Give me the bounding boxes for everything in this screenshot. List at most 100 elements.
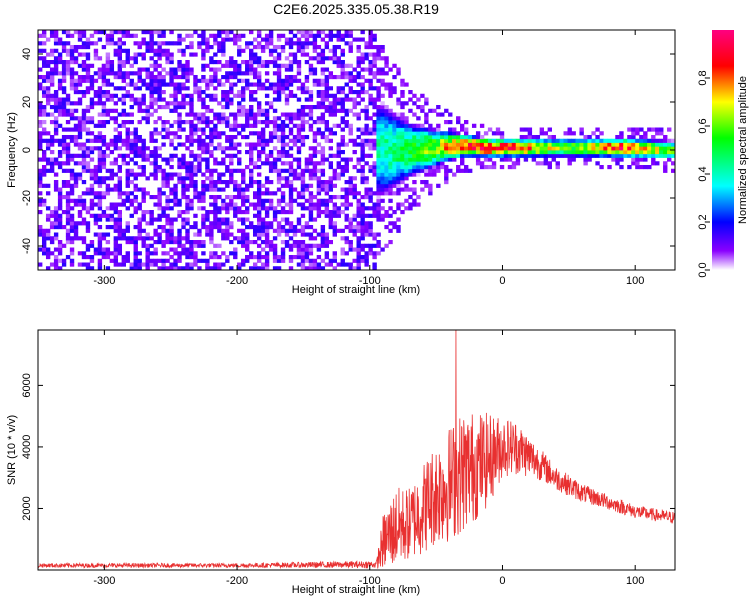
spectrogram-cell [149, 37, 154, 42]
spectrogram-cell [667, 127, 672, 132]
spectrogram-cell [169, 56, 174, 61]
spectrogram-cell [113, 243, 119, 248]
spectrogram-cell [201, 225, 206, 230]
spectrogram-cell [396, 112, 401, 117]
spectrogram-cell [404, 187, 409, 192]
spectrogram-cell [205, 262, 210, 267]
spectrogram-cell [81, 191, 87, 196]
spectrogram-cell [209, 135, 214, 140]
spectrogram-cell [280, 217, 286, 222]
spectrogram-cell [659, 146, 664, 151]
spectrogram-cell [384, 172, 389, 177]
spectrogram-cell [38, 41, 43, 46]
spectrogram-cell [316, 266, 322, 270]
spectrogram-cell [89, 82, 95, 87]
spectrogram-cell [53, 206, 59, 211]
spectrogram-cell [340, 105, 345, 110]
spectrogram-cell [85, 168, 91, 173]
spectrogram-cell [352, 37, 357, 42]
spectrogram-cell [69, 258, 75, 263]
spectrogram-cell [368, 30, 373, 35]
spectrogram-cell [296, 45, 302, 50]
spectrogram-cell [408, 157, 413, 162]
spectrogram-cell [233, 41, 238, 46]
spectrogram-cell [300, 251, 306, 256]
spectrogram-cell [105, 247, 111, 252]
spectrogram-cell [404, 157, 409, 162]
spectrogram-cell [547, 146, 552, 151]
spectrogram-cell [225, 101, 230, 106]
spectrogram-cell [125, 138, 130, 143]
spectrogram-cell [105, 255, 111, 260]
spectrogram-cell [101, 165, 107, 170]
spectrogram-cell [197, 142, 202, 147]
spectrogram-cell [73, 228, 79, 233]
spectrogram-cell [205, 41, 210, 46]
spectrogram-cell [503, 150, 509, 155]
spectrogram-cell [515, 161, 521, 166]
spectrogram-cell [276, 75, 282, 80]
spectrogram-cell [157, 202, 162, 207]
spectrogram-cell [404, 183, 409, 188]
spectrogram-cell [300, 33, 306, 38]
spectrogram-cell [69, 45, 75, 50]
spectrogram-cell [376, 176, 381, 181]
spectrogram-cell [193, 116, 198, 121]
spectrogram-cell [252, 213, 258, 218]
spectrogram-cell [153, 176, 158, 181]
spectrogram-cell [364, 41, 369, 46]
spectrogram-cell [416, 116, 421, 121]
spectrogram-cell [81, 157, 87, 162]
spectrogram-y-label: Frequency (Hz) [6, 112, 18, 188]
spectrogram-cell [177, 60, 182, 65]
spectrogram-cell [611, 142, 616, 147]
spectrogram-cell [364, 56, 369, 61]
spectrogram-cell [149, 258, 154, 263]
spectrogram-cell [177, 161, 182, 166]
spectrogram-cell [73, 30, 79, 35]
spectrogram-cell [511, 165, 517, 170]
spectrogram-cell [38, 135, 43, 140]
spectrogram-cell [360, 97, 365, 102]
spectrogram-cell [320, 172, 326, 177]
spectrogram-cell [233, 180, 238, 185]
spectrogram-cell [89, 187, 95, 192]
spectrogram-cell [41, 108, 47, 113]
spectrogram-cell [376, 123, 381, 128]
spectrogram-cell [97, 93, 103, 98]
spectrogram-cell [320, 56, 326, 61]
spectrogram-cell [145, 116, 150, 121]
spectrogram-cell [201, 172, 206, 177]
spectrogram-cell [65, 195, 71, 200]
spectrogram-cell [61, 45, 67, 50]
spectrogram-cell [563, 142, 568, 147]
spectrogram-cell [320, 82, 326, 87]
spectrogram-cell [404, 123, 409, 128]
spectrogram-cell [121, 120, 126, 125]
spectrogram-cell [607, 138, 612, 143]
spectrogram-cell [221, 172, 226, 177]
spectrogram-cell [149, 161, 154, 166]
spectrogram-cell [81, 168, 87, 173]
spectrogram-cell [507, 142, 513, 147]
snr-x-tick-label: -200 [226, 575, 248, 587]
spectrogram-cell [392, 210, 397, 215]
spectrogram-cell [129, 202, 134, 207]
spectrogram-cell [284, 210, 290, 215]
spectrogram-cell [396, 71, 401, 76]
spectrogram-cell [348, 127, 353, 132]
spectrogram-cell [384, 105, 389, 110]
spectrogram-cell [49, 221, 55, 226]
spectrogram-cell [460, 168, 465, 173]
spectrogram-cell [495, 146, 501, 151]
spectrogram-cell [356, 266, 361, 270]
spectrogram-cell [388, 161, 393, 166]
spectrogram-cell [256, 157, 262, 162]
spectrogram-cell [177, 105, 182, 110]
spectrogram-cell [45, 78, 51, 83]
spectrogram-cell [392, 142, 397, 147]
spectrogram-cell [197, 168, 202, 173]
spectrogram-cell [89, 176, 95, 181]
spectrogram-cell [125, 195, 130, 200]
spectrogram-cell [93, 202, 99, 207]
